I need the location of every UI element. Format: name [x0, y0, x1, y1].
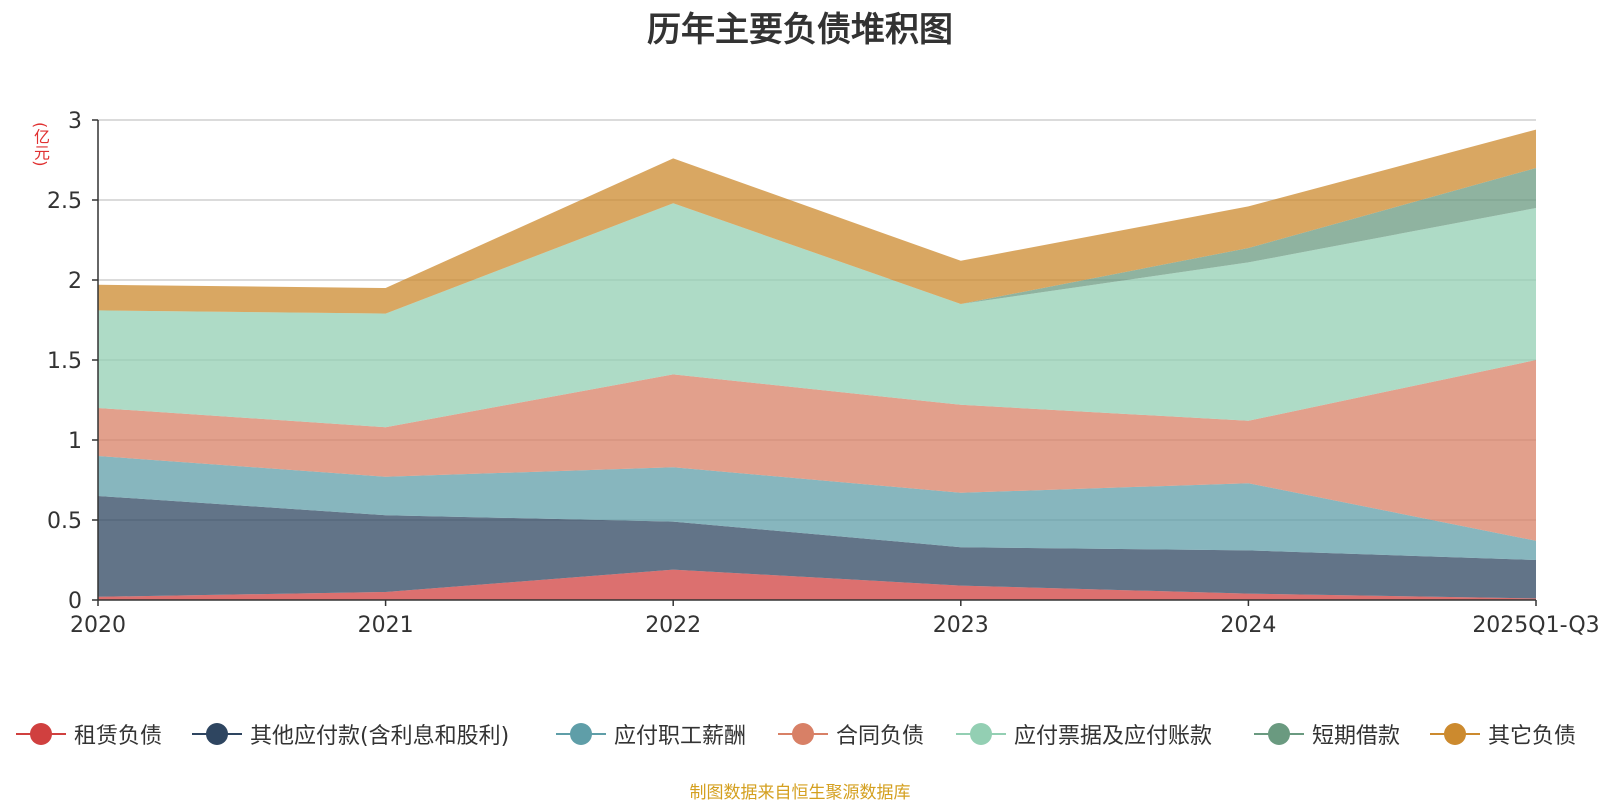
legend-item[interactable]: 应付职工薪酬: [556, 716, 746, 752]
area-series: [98, 203, 1536, 428]
legend-marker-icon: [956, 716, 1006, 752]
legend-marker-icon: [556, 716, 606, 752]
x-tick-label: 2023: [933, 613, 989, 638]
legend-marker-icon: [1254, 716, 1304, 752]
legend-label: 短期借款: [1312, 724, 1401, 749]
y-tick-label: 2: [68, 269, 82, 294]
area-series: [98, 496, 1536, 599]
legend-label: 应付职工薪酬: [614, 724, 747, 749]
legend-dot: [970, 723, 992, 745]
stacked-area-chart: 0 0.5 1 1.5 2 2.5 3 2020 2021 2022 2023 2024 2025Q1-…: [47, 109, 1600, 638]
legend-item[interactable]: 合同负债: [778, 716, 924, 752]
legend-label: 应付票据及应付账款: [1014, 724, 1213, 749]
legend-dot: [792, 723, 814, 745]
axes: 0 0.5 1 1.5 2 2.5 3 2020 2021 2022 2023 2024 2025Q1-…: [47, 109, 1600, 638]
legend-item[interactable]: 其他应付款(含利息和股利): [192, 716, 509, 752]
chart-title: 历年主要负债堆积图: [647, 10, 953, 50]
area-series: [98, 360, 1536, 541]
x-tick-label: 2022: [645, 613, 701, 638]
legend-dot: [1444, 723, 1466, 745]
y-tick-label: 0: [68, 589, 82, 614]
y-tick-label: 1: [68, 429, 82, 454]
legend-marker-icon: [16, 716, 66, 752]
area-series: [98, 456, 1536, 560]
x-tick-label: 2025Q1-Q3: [1472, 613, 1599, 638]
y-tick-label: 2.5: [47, 189, 82, 214]
area-series: [98, 569, 1536, 600]
x-tick-label: 2024: [1220, 613, 1276, 638]
legend-marker-icon: [1430, 716, 1480, 752]
legend-dot: [1268, 723, 1290, 745]
legend-item[interactable]: 其它负债: [1430, 716, 1576, 752]
area-series-group: [98, 129, 1536, 600]
y-tick-label: 3: [68, 109, 82, 134]
legend-label: 其它负债: [1488, 724, 1577, 749]
legend-dot: [570, 723, 592, 745]
y-tick-label: 0.5: [47, 509, 82, 534]
legend-item[interactable]: 租赁负债: [16, 716, 162, 752]
legend-dot: [206, 723, 228, 745]
legend-marker-icon: [778, 716, 828, 752]
legend-label: 合同负债: [836, 724, 925, 749]
data-source-footer: 制图数据来自恒生聚源数据库: [689, 783, 911, 803]
legend-marker-icon: [192, 716, 242, 752]
area-series: [98, 129, 1536, 314]
legend-item[interactable]: 应付票据及应付账款: [956, 716, 1212, 752]
legend-dot: [30, 723, 52, 745]
x-tick-label: 2020: [70, 613, 126, 638]
legend-item[interactable]: 短期借款: [1254, 716, 1400, 752]
legend: 租赁负债 其他应付款(含利息和股利) 应付职工薪酬 合同负债 应付票据及应付账款 短期借款…: [0, 716, 1600, 752]
y-tick-label: 1.5: [47, 349, 82, 374]
legend-label: 租赁负债: [74, 724, 163, 749]
y-axis-unit-label: (亿元): [31, 122, 50, 167]
x-tick-label: 2021: [358, 613, 414, 638]
legend-label: 其他应付款(含利息和股利): [250, 724, 510, 749]
